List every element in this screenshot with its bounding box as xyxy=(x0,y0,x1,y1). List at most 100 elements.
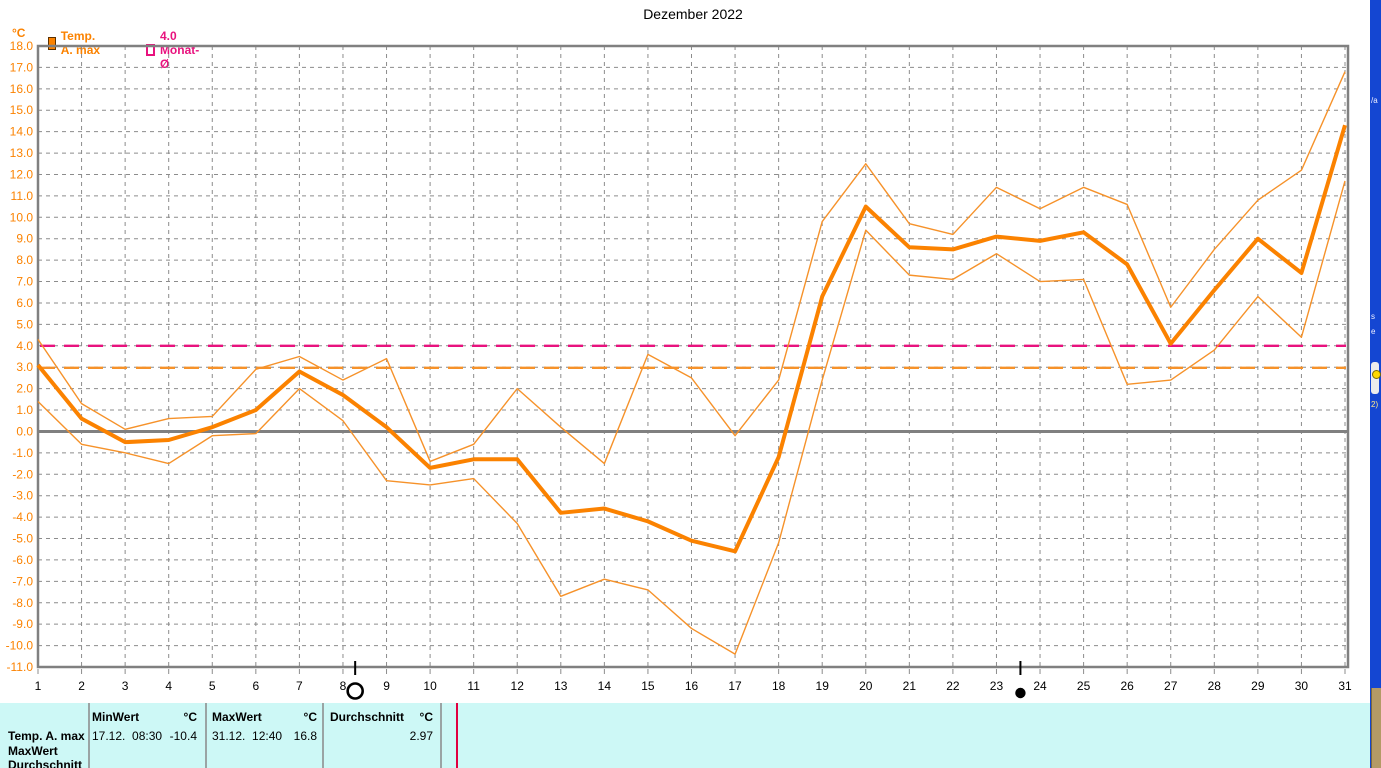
series-mittel xyxy=(36,124,1347,554)
x-axis-label: 7 xyxy=(296,679,303,693)
y-axis-label: -2.0 xyxy=(12,467,33,481)
y-axis-label: 5.0 xyxy=(16,317,33,331)
desktop-icon-label-fragment: 2) xyxy=(1371,400,1379,409)
x-axis-label: 15 xyxy=(641,679,655,693)
y-axis-label: 8.0 xyxy=(16,253,33,267)
x-axis-label: 21 xyxy=(903,679,917,693)
minwert-header: MinWert xyxy=(92,710,140,724)
x-axis-label: 18 xyxy=(772,679,786,693)
series-envelope xyxy=(37,71,1346,465)
minwert-unit: °C xyxy=(183,710,197,724)
y-axis-label: 7.0 xyxy=(16,275,33,289)
y-axis-label: 16.0 xyxy=(10,82,34,96)
x-axis-label: 27 xyxy=(1164,679,1178,693)
new-moon-icon xyxy=(1015,687,1026,699)
moon-tick xyxy=(1019,661,1022,675)
y-axis-label: -1.0 xyxy=(12,446,33,460)
durchschnitt-header: Durchschnitt xyxy=(330,710,405,724)
x-axis-label: 19 xyxy=(816,679,830,693)
desktop-window-fragment xyxy=(1371,688,1381,768)
y-axis-label: 14.0 xyxy=(10,125,34,139)
x-axis-label: 22 xyxy=(946,679,960,693)
durchschnitt-value: 2.97 xyxy=(409,729,433,743)
y-axis-label: 4.0 xyxy=(16,339,33,353)
x-axis-label: 24 xyxy=(1033,679,1047,693)
x-axis-label: 8 xyxy=(340,679,347,693)
x-axis-label: 10 xyxy=(423,679,437,693)
moon-tick xyxy=(354,661,357,675)
x-axis-label: 4 xyxy=(165,679,172,693)
x-axis-label: 14 xyxy=(598,679,612,693)
y-axis-label: -3.0 xyxy=(12,489,33,503)
table-row-label-2: MaxWert xyxy=(8,744,58,758)
y-axis-label: 10.0 xyxy=(10,210,34,224)
full-moon-icon xyxy=(346,682,364,700)
y-axis-label: 3.0 xyxy=(16,360,33,374)
x-axis-label: 5 xyxy=(209,679,216,693)
y-axis-label: -5.0 xyxy=(12,532,33,546)
y-axis-label: 6.0 xyxy=(16,296,33,310)
x-axis-label: 23 xyxy=(990,679,1004,693)
x-axis-label: 28 xyxy=(1208,679,1222,693)
table-divider xyxy=(205,703,207,768)
table-divider-red xyxy=(456,703,458,768)
legend-swatch-orange xyxy=(48,36,56,50)
y-axis-label: 2.0 xyxy=(16,382,33,396)
y-axis-label: 12.0 xyxy=(10,167,34,181)
x-axis-label: 2 xyxy=(78,679,85,693)
maxwert-datetime: 31.12. 12:40 xyxy=(212,729,283,743)
y-axis-label: 18.0 xyxy=(10,39,34,53)
maxwert-unit: °C xyxy=(303,710,317,724)
x-axis-label: 30 xyxy=(1295,679,1309,693)
y-axis-label: -10.0 xyxy=(6,639,34,653)
x-axis-label: 12 xyxy=(511,679,525,693)
table-row-label-1: Temp. A. max xyxy=(8,729,85,743)
y-axis-label: -4.0 xyxy=(12,510,33,524)
x-axis-label: 26 xyxy=(1120,679,1134,693)
table-divider xyxy=(440,703,442,768)
x-axis-label: 13 xyxy=(554,679,568,693)
summary-table: Temp. A. max MaxWert Durchschnitt MinWer… xyxy=(0,703,1370,768)
legend-item-temp-a-max: Temp. A. max xyxy=(48,29,100,57)
y-axis-label: -6.0 xyxy=(12,553,33,567)
y-axis-label: 1.0 xyxy=(16,403,33,417)
y-axis-label: -7.0 xyxy=(12,574,33,588)
y-axis-label: 15.0 xyxy=(10,103,34,117)
table-divider xyxy=(88,703,90,768)
chart-title: Dezember 2022 xyxy=(643,6,743,22)
y-axis-label: -11.0 xyxy=(7,660,34,674)
minwert-value: -10.4 xyxy=(169,729,197,743)
y-axis-unit-label: °C xyxy=(12,26,26,40)
x-axis-label: 11 xyxy=(467,679,480,693)
series-envelope xyxy=(37,180,1346,655)
y-axis-label: 17.0 xyxy=(10,60,34,74)
plot-frame xyxy=(36,44,1350,669)
desktop-icon-label-fragment: /a xyxy=(1371,96,1378,105)
x-axis-label: 16 xyxy=(685,679,699,693)
x-axis-label: 6 xyxy=(252,679,259,693)
y-axis-label: 11.0 xyxy=(11,189,34,203)
maxwert-value: 16.8 xyxy=(293,729,317,743)
x-axis-label: 31 xyxy=(1338,679,1352,693)
desktop-icon-label-fragment: e xyxy=(1371,327,1376,336)
desktop-edge-strip: /a s e 2) xyxy=(1370,0,1381,768)
x-axis-label: 3 xyxy=(122,679,129,693)
temperature-line-chart: -11.0 -10.0 -9.0 -8.0 -7.0 -6.0 -5.0 -4.0 -3.0 -2… xyxy=(6,39,1352,700)
y-axis-label: 0.0 xyxy=(16,424,33,438)
maxwert-header: MaxWert xyxy=(212,710,262,724)
minwert-datetime: 17.12. 08:30 xyxy=(92,729,163,743)
desktop-icon-fragment[interactable] xyxy=(1372,370,1381,379)
y-axis-label: -8.0 xyxy=(12,596,33,610)
x-axis-label: 25 xyxy=(1077,679,1091,693)
table-divider xyxy=(322,703,324,768)
x-axis-label: 20 xyxy=(859,679,873,693)
x-axis-label: 29 xyxy=(1251,679,1265,693)
y-axis-label: -9.0 xyxy=(12,617,33,631)
durchschnitt-unit: °C xyxy=(419,710,433,724)
x-axis-label: 9 xyxy=(383,679,390,693)
x-axis-label: 1 xyxy=(35,679,42,693)
y-axis-label: 13.0 xyxy=(10,146,34,160)
table-row-label-3: Durchschnitt xyxy=(8,758,83,768)
y-axis-label: 9.0 xyxy=(16,232,33,246)
